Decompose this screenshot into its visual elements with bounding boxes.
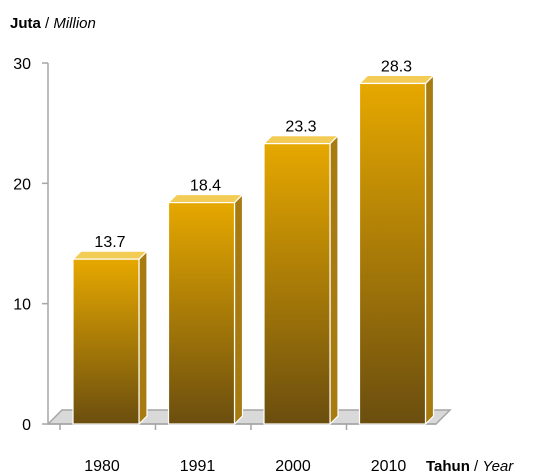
bar-top	[262, 135, 340, 145]
y-tick-label: 20	[13, 176, 31, 193]
x-tick-label: 1991	[180, 458, 216, 475]
x-tick-labels: 1980 1991 2000 2010	[84, 458, 406, 475]
bar: 28.3	[358, 58, 435, 426]
y-axis-title: Juta / Million	[10, 15, 96, 32]
bar-top	[167, 193, 244, 204]
data-label: 18.4	[190, 178, 221, 195]
bar-top	[358, 74, 435, 85]
data-label: 23.3	[285, 119, 316, 136]
data-label: 28.3	[381, 58, 412, 75]
bar-top	[71, 250, 149, 260]
x-axis-title: Tahun / Year	[426, 458, 514, 475]
bar-side	[424, 74, 435, 426]
x-tick-label: 1980	[84, 458, 120, 475]
bar: 23.3	[262, 119, 340, 426]
bar-front	[167, 201, 236, 425]
bar: 18.4	[167, 178, 244, 426]
y-tick-label: 0	[22, 417, 31, 434]
y-tick-label: 10	[13, 297, 31, 314]
bar-side	[138, 249, 148, 426]
x-tick-label: 2000	[275, 458, 311, 475]
bar-side	[233, 193, 244, 426]
bar-side	[329, 134, 339, 426]
bar-front	[358, 82, 427, 425]
y-tick-labels: 0 10 20 30	[13, 56, 31, 434]
bar-front	[72, 258, 140, 425]
bar-front	[263, 143, 331, 425]
bar: 13.7	[71, 234, 149, 426]
y-tick-label: 30	[13, 56, 31, 73]
x-tick-label: 2010	[371, 458, 407, 475]
data-label: 13.7	[94, 234, 125, 251]
bar-series: 13.7 18.4 23.3 28.3	[71, 58, 435, 426]
